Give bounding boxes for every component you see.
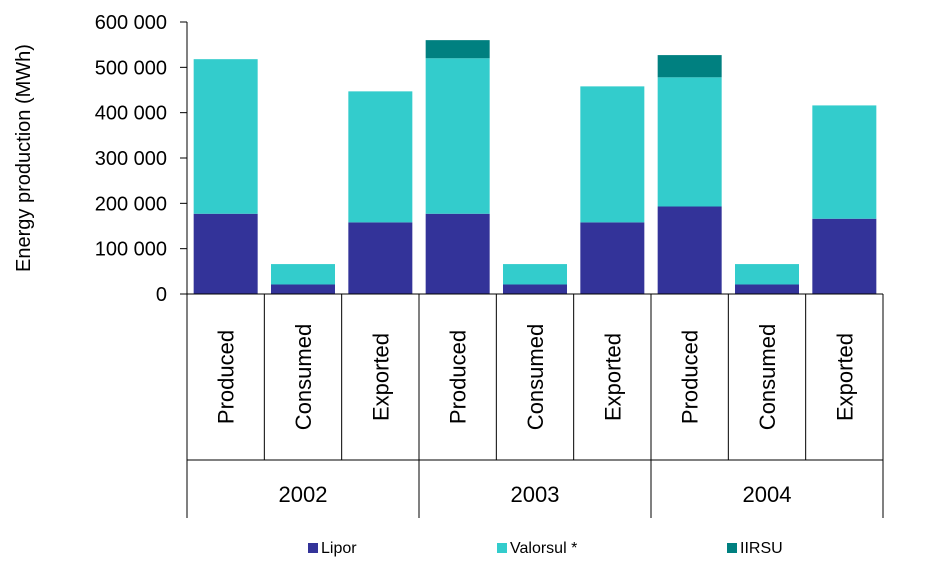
bar-lipor-segment — [193, 213, 258, 294]
bar-valorsul-segment — [735, 264, 799, 285]
bar-lipor-segment — [271, 284, 335, 294]
bar-lipor-segment — [657, 206, 722, 294]
y-tick-label: 600 000 — [95, 12, 167, 34]
x-category-label: Produced — [446, 330, 471, 424]
x-group-label: 2004 — [743, 482, 792, 507]
y-axis-title-group: Energy production (MWh) — [13, 44, 35, 272]
bar-valorsul-segment — [812, 105, 877, 219]
y-tick-label: 500 000 — [95, 57, 167, 79]
bar-valorsul-segment — [580, 86, 645, 223]
x-group-label: 2002 — [279, 482, 328, 507]
x-category-label: Exported — [600, 333, 625, 421]
y-tick-label: 100 000 — [95, 239, 167, 261]
y-axis: 0 100 000 200 000 300 000 400 000 500 000 600 … — [95, 12, 188, 306]
bar-lipor-segment — [348, 222, 413, 294]
y-tick-label: 400 000 — [95, 103, 167, 125]
legend-label: Valorsul * — [510, 540, 577, 557]
bar-valorsul-segment — [193, 59, 258, 214]
bar-valorsul-segment — [503, 264, 567, 285]
legend-swatch — [497, 543, 507, 553]
bar-valorsul-segment — [348, 91, 413, 223]
y-tick-label: 300 000 — [95, 148, 167, 170]
x-category-label: Consumed — [291, 324, 316, 430]
x-category-label: Produced — [678, 330, 703, 424]
x-category-label: Exported — [832, 333, 857, 421]
legend: Lipor Valorsul * IIRSU — [308, 540, 783, 557]
x-group-label: 2003 — [511, 482, 560, 507]
bar-iirsu-segment — [657, 55, 722, 78]
bar-lipor-segment — [425, 213, 490, 294]
bar-valorsul-segment — [657, 77, 722, 207]
x-category-label: Exported — [368, 333, 393, 421]
bar-lipor-segment — [580, 222, 645, 294]
legend-label: IIRSU — [740, 540, 783, 557]
y-tick-label: 0 — [156, 284, 167, 306]
x-category-label: Produced — [214, 330, 239, 424]
legend-swatch — [308, 543, 318, 553]
x-axis: Produced Consumed Exported Produced Consumed… — [186, 293, 884, 518]
y-tick-label: 200 000 — [95, 193, 167, 215]
x-category-label: Consumed — [523, 324, 548, 430]
bar-lipor-segment — [503, 284, 567, 294]
bar-lipor-segment — [812, 218, 877, 294]
y-axis-title: Energy production (MWh) — [13, 44, 35, 272]
bar-valorsul-segment — [425, 58, 490, 214]
bar-iirsu-segment — [425, 40, 490, 59]
bars — [193, 40, 877, 294]
legend-label: Lipor — [321, 540, 357, 557]
x-category-label: Consumed — [755, 324, 780, 430]
bar-lipor-segment — [735, 284, 799, 294]
legend-swatch — [727, 543, 737, 553]
bar-valorsul-segment — [271, 264, 335, 285]
